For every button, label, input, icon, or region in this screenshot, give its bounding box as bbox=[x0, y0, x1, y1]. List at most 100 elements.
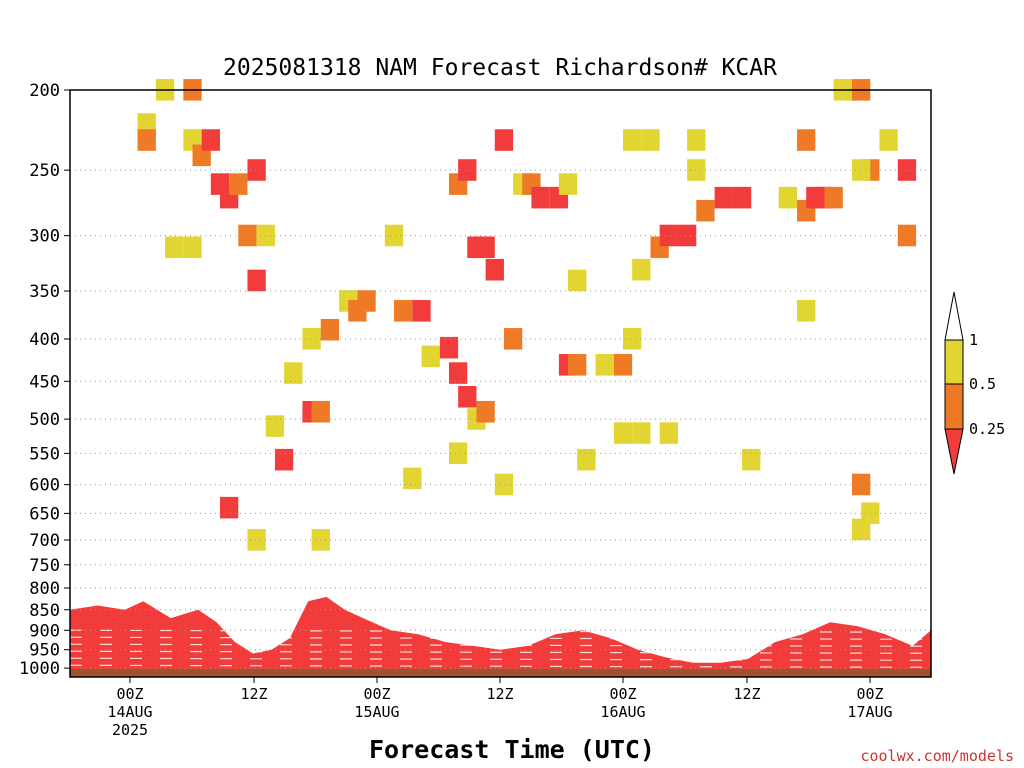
ytick-label-200: 200 bbox=[29, 81, 60, 101]
heatmap-cell-57 bbox=[613, 422, 633, 444]
colorbar-label-1: 0.5 bbox=[969, 375, 996, 393]
ytick-label-1000: 1000 bbox=[19, 659, 60, 679]
heatmap-cell-10 bbox=[238, 224, 257, 247]
xtick-label-5-0: 12Z bbox=[733, 685, 760, 703]
colorbar-white-arrow bbox=[944, 291, 964, 341]
heatmap-cell-30 bbox=[394, 300, 413, 322]
ytick-label-300: 300 bbox=[29, 227, 60, 247]
heatmap-cell-68 bbox=[641, 129, 660, 151]
xtick-label-4-1: 16AUG bbox=[600, 703, 645, 721]
heatmap-cell-14 bbox=[247, 269, 266, 292]
heatmap-cell-17 bbox=[302, 328, 321, 350]
plot-area bbox=[69, 79, 932, 682]
heatmap-cell-54 bbox=[595, 354, 614, 376]
heatmap-cell-58 bbox=[632, 422, 651, 444]
heatmap-cell-51 bbox=[494, 473, 514, 496]
xtick-label-2-0: 00Z bbox=[363, 685, 390, 703]
colorbar-orange bbox=[944, 383, 964, 430]
heatmap-cell-62 bbox=[659, 224, 678, 247]
heatmap-cell-83 bbox=[797, 300, 816, 322]
heatmap-cell-88 bbox=[577, 448, 596, 471]
heatmap-cell-85 bbox=[851, 518, 871, 541]
ytick-label-900: 900 bbox=[29, 621, 60, 641]
heatmap-cell-28 bbox=[247, 529, 266, 551]
heatmap-cell-65 bbox=[714, 186, 733, 209]
colorbar-red-arrow bbox=[944, 428, 964, 475]
heatmap-cell-53 bbox=[568, 354, 587, 376]
heatmap-cell-91 bbox=[687, 129, 706, 151]
heatmap-cell-55 bbox=[613, 354, 633, 376]
x-axis-label: Forecast Time (UTC) bbox=[369, 735, 655, 764]
ytick-label-750: 750 bbox=[29, 556, 60, 576]
chart-title: 2025081318 NAM Forecast Richardson# KCAR bbox=[223, 55, 777, 81]
heatmap-cell-47 bbox=[503, 328, 523, 350]
xtick-label-0-2: 2025 bbox=[112, 721, 148, 739]
ytick-label-950: 950 bbox=[29, 641, 60, 661]
heatmap-cell-18 bbox=[320, 318, 340, 341]
heatmap-cell-12 bbox=[183, 236, 202, 259]
plot-frame bbox=[69, 89, 932, 678]
heatmap-cell-25 bbox=[265, 415, 285, 437]
colorbar-legend: 1 0.5 0.25 bbox=[944, 291, 1005, 475]
bl-streak-0 bbox=[69, 629, 932, 633]
bl-streak-4 bbox=[69, 657, 932, 661]
ytick-label-650: 650 bbox=[29, 504, 60, 524]
ytick-label-800: 800 bbox=[29, 579, 60, 599]
heatmap-cell-66 bbox=[732, 186, 752, 209]
heatmap-cell-31 bbox=[412, 300, 431, 322]
xtick-label-2-1: 15AUG bbox=[354, 703, 399, 721]
heatmap-cell-33 bbox=[439, 336, 459, 359]
heatmap-cell-60 bbox=[632, 258, 651, 281]
heatmap-cell-64 bbox=[696, 199, 715, 222]
heatmap-cell-79 bbox=[851, 159, 871, 181]
heatmap-cell-40 bbox=[485, 258, 504, 281]
heatmap-cell-75 bbox=[797, 129, 816, 151]
heatmap-cell-90 bbox=[568, 269, 587, 292]
heatmap-cell-22 bbox=[384, 224, 404, 247]
ytick-label-700: 700 bbox=[29, 531, 60, 551]
heatmap-cell-6 bbox=[201, 129, 220, 151]
bl-streak-3 bbox=[69, 650, 932, 654]
heatmap-cells bbox=[137, 79, 917, 551]
colorbar-yellow bbox=[944, 339, 964, 385]
heatmap-cell-84 bbox=[851, 473, 871, 496]
heatmap-cell-80 bbox=[879, 129, 898, 151]
heatmap-cell-27 bbox=[219, 496, 239, 519]
ytick-label-600: 600 bbox=[29, 476, 60, 496]
boundary-layer-fill bbox=[70, 596, 931, 674]
ground-surface bbox=[70, 668, 931, 677]
heatmap-cell-49 bbox=[476, 400, 495, 423]
heatmap-cell-11 bbox=[247, 159, 266, 181]
heatmap-cell-87 bbox=[742, 448, 761, 471]
heatmap-cell-16 bbox=[284, 362, 303, 384]
credit-text: coolwx.com/models bbox=[860, 747, 1014, 765]
ytick-label-400: 400 bbox=[29, 330, 60, 350]
xtick-label-4-0: 00Z bbox=[609, 685, 636, 703]
heatmap-cell-24 bbox=[311, 400, 330, 423]
heatmap-cell-34 bbox=[448, 362, 468, 384]
heatmap-cell-26 bbox=[274, 448, 294, 471]
ytick-label-850: 850 bbox=[29, 601, 60, 621]
bl-streak-2 bbox=[69, 643, 932, 647]
heatmap-cell-21 bbox=[357, 290, 376, 312]
heatmap-cell-35 bbox=[458, 385, 477, 408]
ytick-label-450: 450 bbox=[29, 372, 60, 392]
ytick-label-350: 350 bbox=[29, 282, 60, 302]
heatmap-cell-32 bbox=[421, 345, 440, 368]
heatmap-cell-37 bbox=[458, 159, 477, 181]
heatmap-cell-89 bbox=[403, 467, 422, 490]
xtick-label-3-0: 12Z bbox=[486, 685, 513, 703]
y-axis-ticks: 200 250 300 350 400 450 500 550 600 650 700 750 8008… bbox=[19, 81, 70, 679]
bl-streak-1 bbox=[69, 636, 932, 640]
xtick-label-0-1: 14AUG bbox=[107, 703, 152, 721]
heatmap-cell-81 bbox=[897, 159, 917, 181]
heatmap-cell-69 bbox=[687, 159, 706, 181]
xtick-label-6-0: 00Z bbox=[856, 685, 883, 703]
xtick-label-0-0: 00Z bbox=[116, 685, 143, 703]
bl-streak-5 bbox=[69, 664, 932, 668]
heatmap-cell-39 bbox=[476, 236, 495, 259]
heatmap-cell-74 bbox=[824, 186, 843, 209]
xtick-label-6-1: 17AUG bbox=[847, 703, 892, 721]
